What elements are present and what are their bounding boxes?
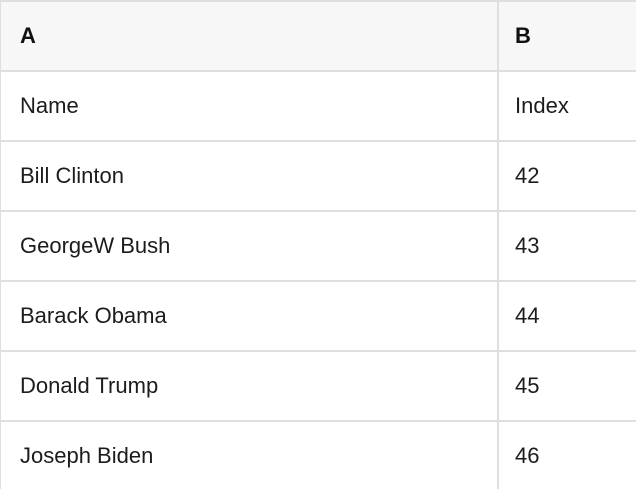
cell-index[interactable]: 42	[497, 142, 636, 210]
table-row: GeorgeW Bush 43	[1, 212, 636, 282]
cell-name[interactable]: Donald Trump	[20, 373, 159, 398]
column-header-b[interactable]: B	[497, 2, 636, 70]
column-header-a[interactable]: A	[20, 23, 36, 48]
cell-index[interactable]: 43	[497, 212, 636, 280]
table-row: Joseph Biden 46	[1, 422, 636, 489]
table-row: Bill Clinton 42	[1, 142, 636, 212]
cell-name[interactable]: GeorgeW Bush	[20, 233, 171, 258]
cell-index[interactable]: 45	[497, 352, 636, 420]
table-row: Name Index	[1, 72, 636, 142]
cell-name[interactable]: Bill Clinton	[20, 163, 124, 188]
table-row: Donald Trump 45	[1, 352, 636, 422]
cell-index[interactable]: 44	[497, 282, 636, 350]
cell-index-label[interactable]: Index	[497, 72, 636, 140]
cell-index[interactable]: 46	[497, 422, 636, 489]
cell-name-label[interactable]: Name	[20, 93, 79, 118]
column-header-row: A B	[1, 2, 636, 72]
table-row: Barack Obama 44	[1, 282, 636, 352]
cell-name[interactable]: Joseph Biden	[20, 443, 154, 468]
cell-name[interactable]: Barack Obama	[20, 303, 167, 328]
